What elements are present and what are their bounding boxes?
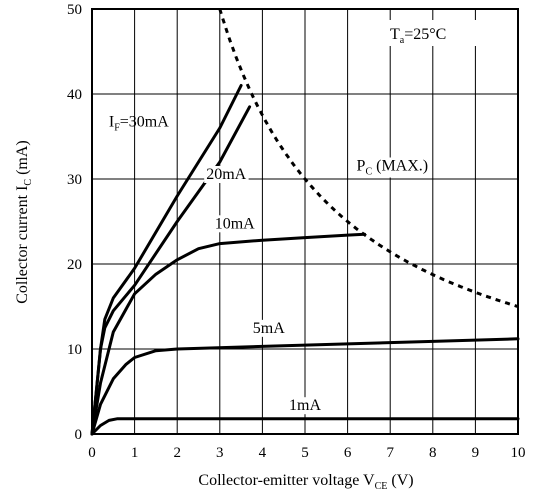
x-tick-label: 8 bbox=[429, 445, 437, 461]
svg-text:Ta=25°C: Ta=25°C bbox=[390, 26, 446, 46]
series-line-20ma bbox=[90, 105, 252, 436]
y-tick-label: 30 bbox=[67, 172, 82, 188]
x-tick-label: 10 bbox=[511, 445, 526, 461]
max-power-curve bbox=[218, 8, 519, 308]
x-tick-label: 6 bbox=[344, 445, 352, 461]
x-tick-label: 0 bbox=[88, 445, 96, 461]
series-line-i bbox=[90, 84, 243, 436]
y-tick-label: 50 bbox=[67, 2, 82, 18]
series-line-1ma bbox=[90, 417, 520, 436]
grid bbox=[91, 8, 519, 435]
svg-text:10mA: 10mA bbox=[215, 215, 255, 232]
series-label-4: 1mA bbox=[287, 397, 324, 415]
x-axis-title: Collector-emitter voltage VCE (V) bbox=[198, 472, 413, 492]
x-tick-labels: 0 1 2 3 4 5 6 7 8 9 10 bbox=[88, 445, 525, 461]
svg-text:5mA: 5mA bbox=[253, 320, 285, 337]
series-line-10ma bbox=[90, 232, 367, 436]
x-tick-label: 4 bbox=[259, 445, 267, 461]
plot-frame bbox=[91, 8, 519, 435]
max-power-label: PC (MAX.) bbox=[354, 157, 431, 178]
x-tick-label: 5 bbox=[301, 445, 309, 461]
x-tick-label: 1 bbox=[131, 445, 139, 461]
svg-text:PC (MAX.): PC (MAX.) bbox=[357, 158, 429, 178]
y-tick-label: 10 bbox=[67, 342, 82, 358]
svg-text:1mA: 1mA bbox=[289, 397, 321, 414]
svg-text:20mA: 20mA bbox=[206, 166, 246, 183]
y-tick-label: 40 bbox=[67, 87, 82, 103]
y-tick-labels: 0 10 20 30 40 50 bbox=[67, 2, 82, 443]
svg-text:IF=30mA: IF=30mA bbox=[109, 113, 169, 133]
curve-labels: IF=30mA 20mA 10mA 5mA 1mA PC (MAX.) bbox=[109, 113, 431, 415]
series-line-5ma bbox=[90, 337, 520, 436]
y-tick-label: 0 bbox=[75, 427, 83, 443]
x-tick-label: 2 bbox=[173, 445, 181, 461]
y-tick-label: 20 bbox=[67, 257, 82, 273]
series-label-3: 5mA bbox=[250, 319, 288, 337]
y-axis-title: Collector current IC (mA) bbox=[14, 140, 34, 304]
x-tick-label: 9 bbox=[472, 445, 480, 461]
series-label-1: 20mA bbox=[204, 166, 249, 183]
series-label-0: IF=30mA bbox=[109, 113, 169, 133]
series-label-2: 10mA bbox=[212, 215, 258, 233]
x-tick-label: 7 bbox=[386, 445, 394, 461]
x-tick-label: 3 bbox=[216, 445, 224, 461]
ambient-annotation: Ta=25°C bbox=[382, 20, 492, 46]
